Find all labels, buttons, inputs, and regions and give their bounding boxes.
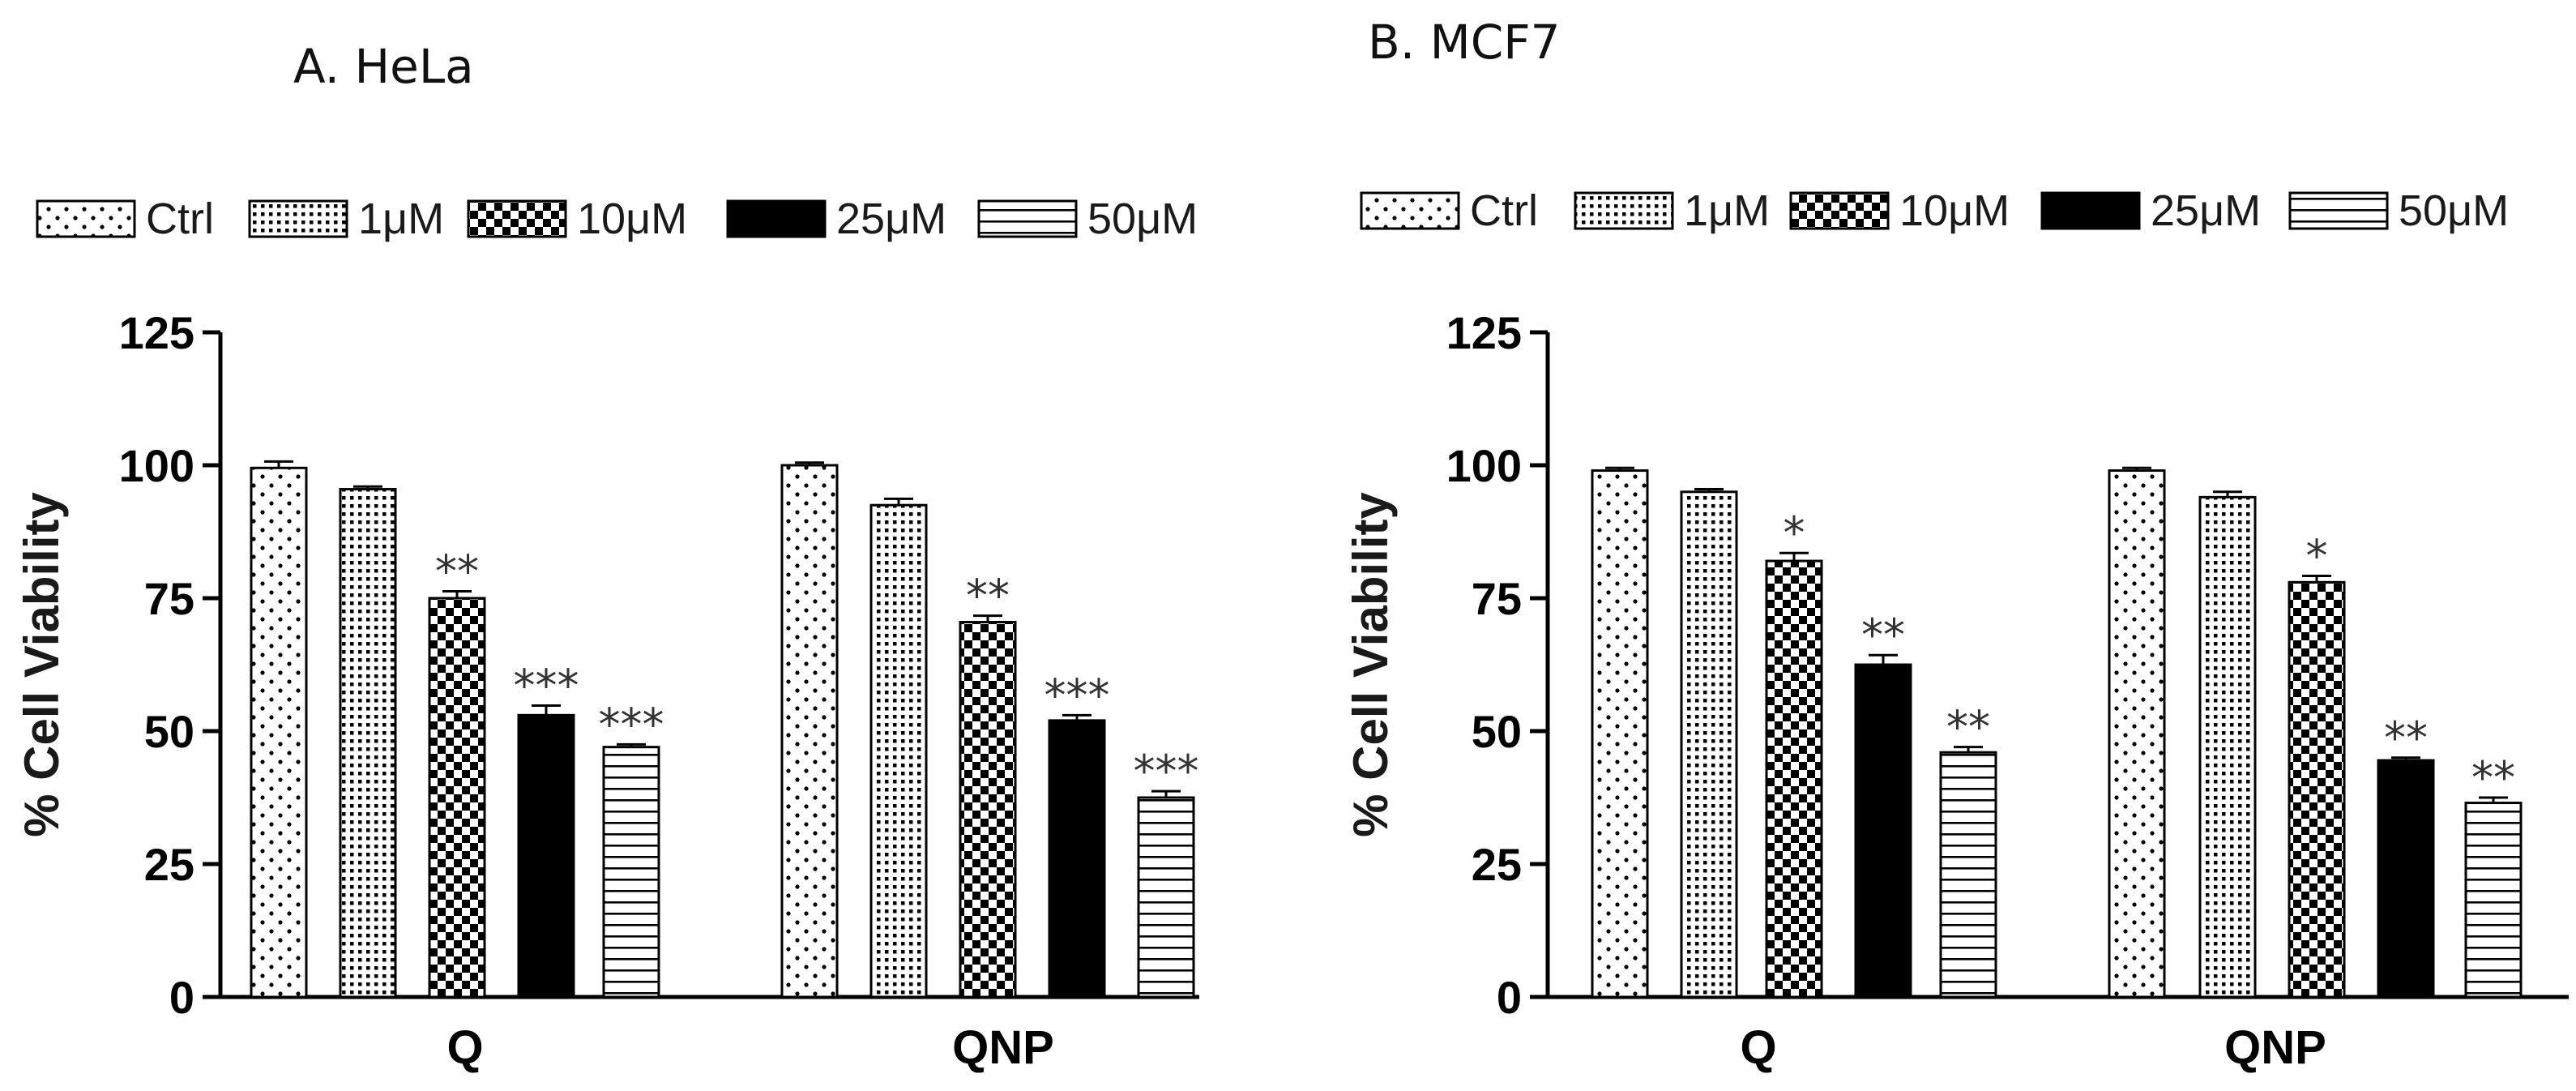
legend-label-3: 25μM: [2151, 186, 2261, 235]
legend-swatch-1: [248, 199, 348, 238]
x-category-label-qnp: QNP: [952, 1021, 1054, 1074]
y-tick-label-25: 25: [1472, 839, 1522, 890]
bar-qnp-Ctrl: [780, 464, 839, 999]
significance-qnp-50μM: ***: [1134, 746, 1199, 797]
significance-qnp-25μM: ***: [1044, 670, 1110, 721]
y-tick-label-75: 75: [144, 573, 194, 624]
legend-label-4: 50μM: [2399, 186, 2509, 235]
chart-mcf7: Ctrl 1μM 10μM 25μM 50μM 0 25 50 75 100 125 % Cell V…: [1344, 186, 2569, 1074]
y-tick-label-50: 50: [144, 706, 194, 757]
y-tick-label-125: 125: [1446, 307, 1522, 358]
bar-qnp-10μM: [959, 621, 1017, 999]
y-axis-label: % Cell Viability: [1344, 492, 1398, 837]
bar-qnp-50μM: [1137, 796, 1195, 999]
legend-swatch-3: [726, 199, 827, 238]
bar-qnp-25μM: [2377, 759, 2435, 999]
x-category-label-q: Q: [1740, 1021, 1776, 1074]
bar-q-Ctrl: [1591, 469, 1649, 999]
bar-qnp-25μM: [1048, 719, 1106, 999]
legend-label-4: 50μM: [1087, 195, 1198, 243]
significance-qnp-25μM: **: [2384, 712, 2428, 764]
significance-qnp-10μM: *: [2306, 530, 2328, 581]
y-axis-label: % Cell Viability: [15, 492, 69, 837]
legend-swatch-2: [467, 199, 567, 238]
legend-swatch-3: [2040, 191, 2141, 230]
bar-q-25μM: [517, 713, 575, 999]
y-tick-label-75: 75: [1472, 573, 1522, 624]
bar-q-1μM: [1680, 490, 1738, 999]
bar-qnp-10μM: [2288, 580, 2346, 999]
panel-a-title: A. HeLa: [293, 39, 474, 94]
bar-q-50μM: [1939, 751, 1997, 999]
bar-qnp-1μM: [2198, 495, 2257, 999]
legend-swatch-0: [36, 199, 136, 238]
bar-q-10μM: [1765, 559, 1823, 999]
bar-q-25μM: [1854, 663, 1912, 999]
significance-q-10μM: **: [435, 546, 479, 597]
significance-qnp-10μM: **: [966, 571, 1010, 622]
significance-q-10μM: *: [1784, 507, 1805, 558]
bar-qnp-50μM: [2464, 802, 2523, 999]
y-tick-label-125: 125: [119, 307, 194, 358]
legend-swatch-2: [1789, 191, 1890, 230]
significance-qnp-50μM: **: [2471, 752, 2515, 803]
x-category-label-qnp: QNP: [2224, 1021, 2326, 1074]
bar-q-10μM: [428, 597, 486, 999]
legend-label-1: 1μM: [358, 195, 444, 243]
legend-label-0: Ctrl: [1470, 186, 1538, 235]
bar-qnp-Ctrl: [2108, 469, 2166, 999]
significance-q-50μM: ***: [599, 699, 664, 750]
panel-b-title: B. MCF7: [1368, 15, 1561, 70]
bar-q-1μM: [339, 488, 397, 999]
significance-q-25μM: **: [1861, 610, 1905, 661]
significance-q-25μM: ***: [514, 661, 579, 712]
x-category-label-q: Q: [446, 1021, 483, 1074]
y-tick-label-100: 100: [1446, 440, 1522, 491]
legend-swatch-4: [977, 199, 1078, 238]
legend-label-0: Ctrl: [146, 195, 214, 243]
y-tick-label-50: 50: [1472, 706, 1522, 757]
bar-qnp-1μM: [869, 503, 928, 999]
y-tick-label-25: 25: [144, 839, 194, 890]
legend-swatch-1: [1574, 191, 1674, 230]
y-tick-label-100: 100: [119, 440, 194, 491]
legend-label-3: 25μM: [836, 195, 946, 243]
legend-label-2: 10μM: [577, 195, 687, 243]
y-tick-label-0: 0: [1497, 972, 1522, 1023]
chart-hela: Ctrl 1μM 10μM 25μM 50μM 0 25 50 75 100 125 % Cell V…: [15, 195, 1199, 1074]
bar-q-Ctrl: [250, 466, 308, 999]
legend-swatch-0: [1360, 191, 1460, 230]
legend-label-1: 1μM: [1684, 186, 1770, 235]
y-tick-label-0: 0: [169, 972, 194, 1023]
significance-q-50μM: **: [1946, 702, 1990, 753]
bar-q-50μM: [602, 746, 660, 999]
legend-swatch-4: [2288, 191, 2389, 230]
legend-label-2: 10μM: [1899, 186, 2010, 235]
